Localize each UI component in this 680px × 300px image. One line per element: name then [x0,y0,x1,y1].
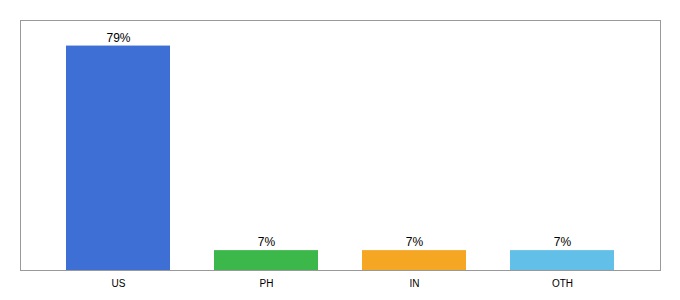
svg-text:7%: 7% [406,235,424,249]
svg-text:PH: PH [260,278,274,289]
svg-text:OTH: OTH [552,278,573,289]
svg-text:IN: IN [410,278,420,289]
svg-text:79%: 79% [106,31,130,45]
svg-text:7%: 7% [258,235,276,249]
svg-text:7%: 7% [554,235,572,249]
svg-text:US: US [112,278,126,289]
